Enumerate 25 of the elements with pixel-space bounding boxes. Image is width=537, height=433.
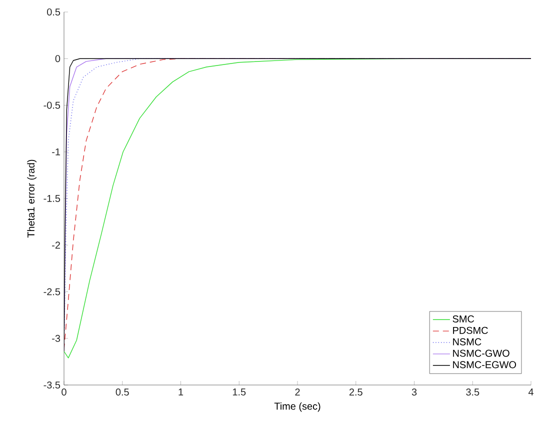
x-tick-label: 1 — [178, 388, 184, 396]
y-tick-label: -2.5 — [44, 288, 60, 296]
x-tick-label: 0 — [62, 388, 66, 396]
x-tick-label: 2 — [295, 388, 300, 396]
y-tick-label: -3 — [52, 334, 60, 342]
y-tick-label: -2 — [52, 242, 60, 249]
legend-label: NSMC-EGWO — [453, 361, 516, 368]
y-axis-title: Theta1 error (rad) — [27, 160, 36, 238]
x-tick-label: 3 — [412, 388, 417, 396]
x-axis-title: Time (sec) — [274, 402, 320, 412]
y-tick-label: -3.5 — [44, 381, 60, 389]
y-tick-label: -1.5 — [44, 195, 60, 202]
legend-label: NSMC — [453, 338, 482, 346]
legend-label: NSMC-GWO — [453, 350, 510, 357]
y-tick-label: 0.5 — [47, 8, 60, 16]
x-tick-label: 2.5 — [349, 388, 362, 396]
y-tick-label: -0.5 — [44, 102, 60, 109]
x-tick-label: 4 — [528, 388, 534, 396]
y-tick-label: -1 — [52, 148, 60, 156]
x-tick-label: 1.5 — [232, 388, 246, 396]
x-tick-label: 3.5 — [466, 388, 480, 396]
y-tick-label: 0 — [55, 55, 60, 62]
legend-label: SMC — [452, 315, 474, 322]
x-tick-label: 0.5 — [116, 388, 129, 396]
legend-label: PDSMC — [453, 326, 488, 334]
